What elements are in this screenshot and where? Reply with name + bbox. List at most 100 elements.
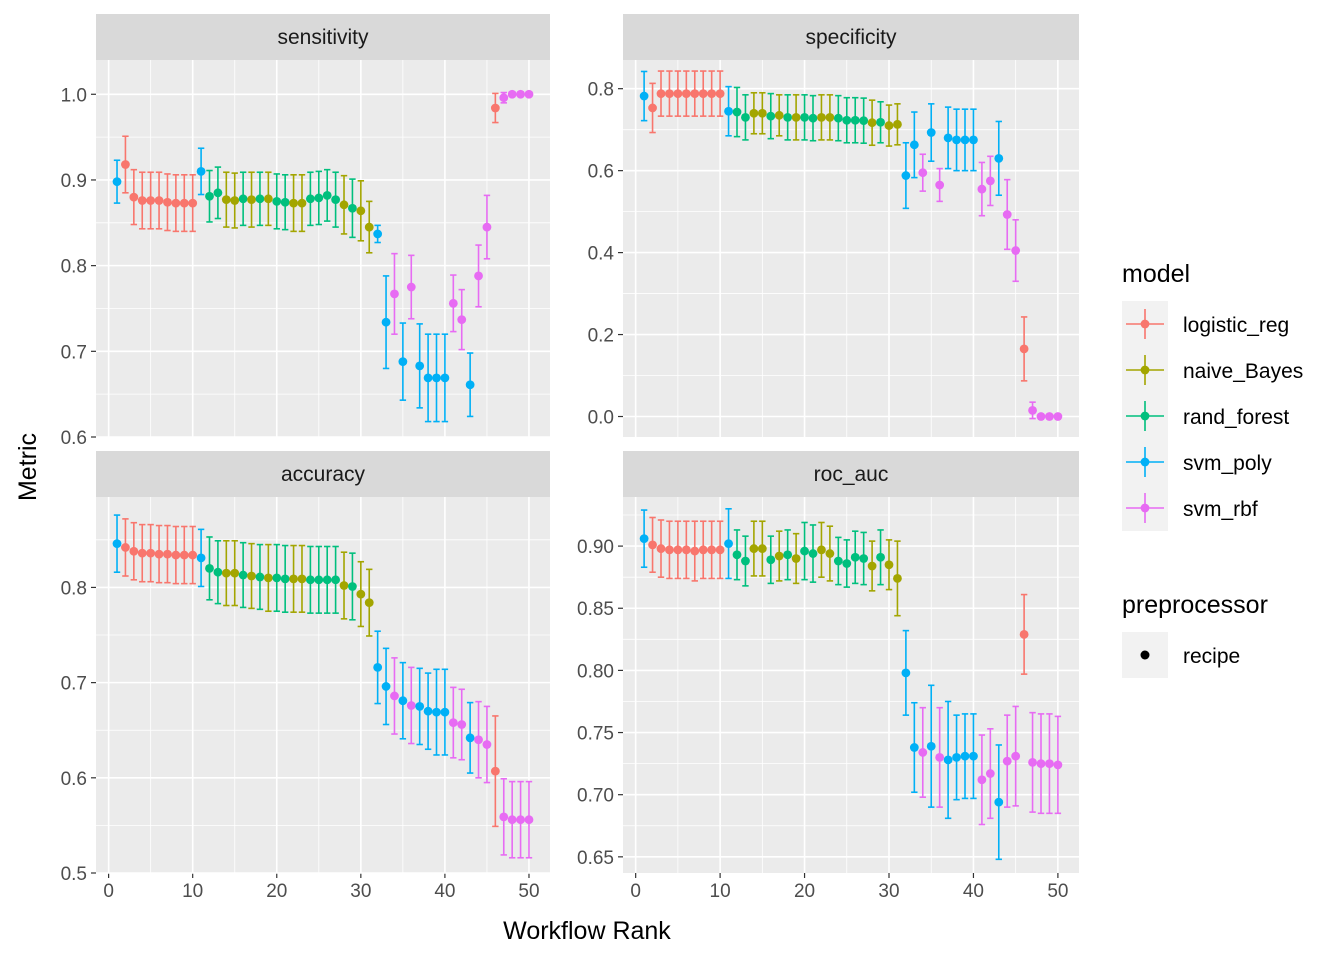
point-logistic_reg — [698, 545, 708, 555]
y-tick-label: 1.0 — [61, 85, 87, 106]
point-naive_Bayes — [221, 568, 231, 578]
point-svm_poly — [112, 177, 122, 187]
point-logistic_reg — [656, 89, 666, 99]
point-naive_Bayes — [356, 206, 366, 216]
point-svm_rbf — [918, 748, 928, 757]
point-rand_forest — [741, 112, 750, 122]
point-naive_Bayes — [356, 589, 366, 599]
y-tick-label: 0.85 — [577, 599, 614, 620]
point-svm_rbf — [977, 775, 987, 785]
point-rand_forest — [783, 550, 793, 560]
point-rand_forest — [876, 117, 885, 127]
y-tick-label: 0.8 — [61, 257, 87, 278]
point-svm_poly — [381, 317, 391, 327]
point-logistic_reg — [137, 548, 147, 558]
point-naive_Bayes — [749, 544, 759, 553]
point-naive_Bayes — [893, 574, 902, 583]
y-tick-label: 0.5 — [61, 864, 87, 885]
strip-specificity — [623, 14, 1079, 60]
point-svm_poly — [926, 741, 936, 751]
y-tick-label: 0.4 — [588, 244, 615, 265]
point-naive_Bayes — [749, 108, 759, 118]
point-svm_poly — [423, 373, 433, 383]
point-logistic_reg — [715, 545, 725, 555]
point-svm_rbf — [1011, 246, 1021, 255]
point-rand_forest — [213, 188, 223, 198]
legend-label-naive_Bayes: naive_Bayes — [1183, 360, 1303, 383]
point-logistic_reg — [665, 545, 674, 555]
point-logistic_reg — [163, 197, 172, 207]
point-svm_poly — [465, 380, 475, 390]
x-tick-label: 10 — [182, 881, 203, 902]
point-svm_poly — [969, 135, 978, 145]
point-naive_Bayes — [817, 545, 826, 555]
point-svm_rbf — [457, 315, 467, 325]
plot-background-accuracy — [96, 497, 550, 873]
point-logistic_reg — [673, 89, 683, 99]
point-logistic_reg — [163, 549, 172, 559]
point-naive_Bayes — [757, 544, 767, 553]
point-rand_forest — [238, 570, 248, 580]
point-svm_poly — [969, 751, 978, 761]
point-svm_rbf — [977, 184, 987, 194]
point-logistic_reg — [188, 198, 198, 208]
y-axis-title: Metric — [14, 433, 42, 501]
point-naive_Bayes — [339, 581, 349, 590]
point-rand_forest — [255, 572, 265, 582]
point-svm_rbf — [524, 89, 534, 99]
point-rand_forest — [766, 111, 776, 121]
point-svm_rbf — [1028, 405, 1037, 415]
point-svm_poly — [952, 135, 961, 145]
point-svm_poly — [724, 539, 733, 549]
point-svm_poly — [960, 751, 970, 761]
point-rand_forest — [800, 546, 809, 556]
point-svm_rbf — [985, 769, 995, 778]
point-logistic_reg — [1019, 344, 1029, 354]
x-tick-label: 50 — [1047, 881, 1068, 902]
point-naive_Bayes — [867, 561, 877, 571]
point-logistic_reg — [179, 198, 189, 208]
point-logistic_reg — [121, 160, 130, 169]
point-naive_Bayes — [825, 112, 835, 122]
x-tick-label: 20 — [794, 881, 815, 902]
legend-key-point-naive_Bayes — [1140, 365, 1150, 375]
point-svm_rbf — [1002, 210, 1012, 219]
y-tick-label: 0.80 — [577, 661, 614, 682]
point-svm_poly — [901, 171, 911, 180]
point-logistic_reg — [137, 196, 147, 205]
point-svm_rbf — [1036, 759, 1046, 769]
x-tick-label: 40 — [963, 881, 984, 902]
point-svm_rbf — [516, 815, 525, 825]
y-tick-label: 0.6 — [61, 428, 87, 449]
point-logistic_reg — [690, 546, 700, 556]
y-tick-label: 0.7 — [61, 674, 87, 695]
plot-background-roc_auc — [623, 497, 1079, 873]
point-logistic_reg — [698, 89, 708, 99]
point-svm_poly — [440, 707, 450, 717]
point-svm_poly — [373, 662, 383, 672]
point-svm_poly — [398, 357, 408, 366]
y-tick-label: 0.70 — [577, 786, 614, 807]
point-svm_poly — [994, 153, 1004, 163]
point-rand_forest — [850, 115, 860, 125]
point-rand_forest — [732, 107, 742, 117]
point-rand_forest — [255, 194, 265, 204]
point-svm_rbf — [985, 176, 995, 186]
point-svm_poly — [960, 135, 970, 145]
point-svm_poly — [901, 668, 911, 678]
point-rand_forest — [314, 193, 324, 203]
point-svm_rbf — [457, 720, 467, 729]
point-logistic_reg — [681, 89, 691, 99]
point-svm_poly — [432, 707, 441, 717]
point-logistic_reg — [171, 550, 181, 560]
y-tick-label: 0.90 — [577, 537, 614, 558]
x-tick-label: 40 — [434, 881, 455, 902]
x-tick-label: 20 — [266, 881, 287, 902]
point-naive_Bayes — [774, 110, 784, 120]
y-tick-label: 0.6 — [61, 769, 87, 790]
point-rand_forest — [213, 567, 223, 577]
point-logistic_reg — [154, 196, 164, 205]
point-rand_forest — [808, 549, 818, 558]
legend-key-point-logistic_reg — [1140, 319, 1150, 329]
point-logistic_reg — [665, 89, 674, 99]
